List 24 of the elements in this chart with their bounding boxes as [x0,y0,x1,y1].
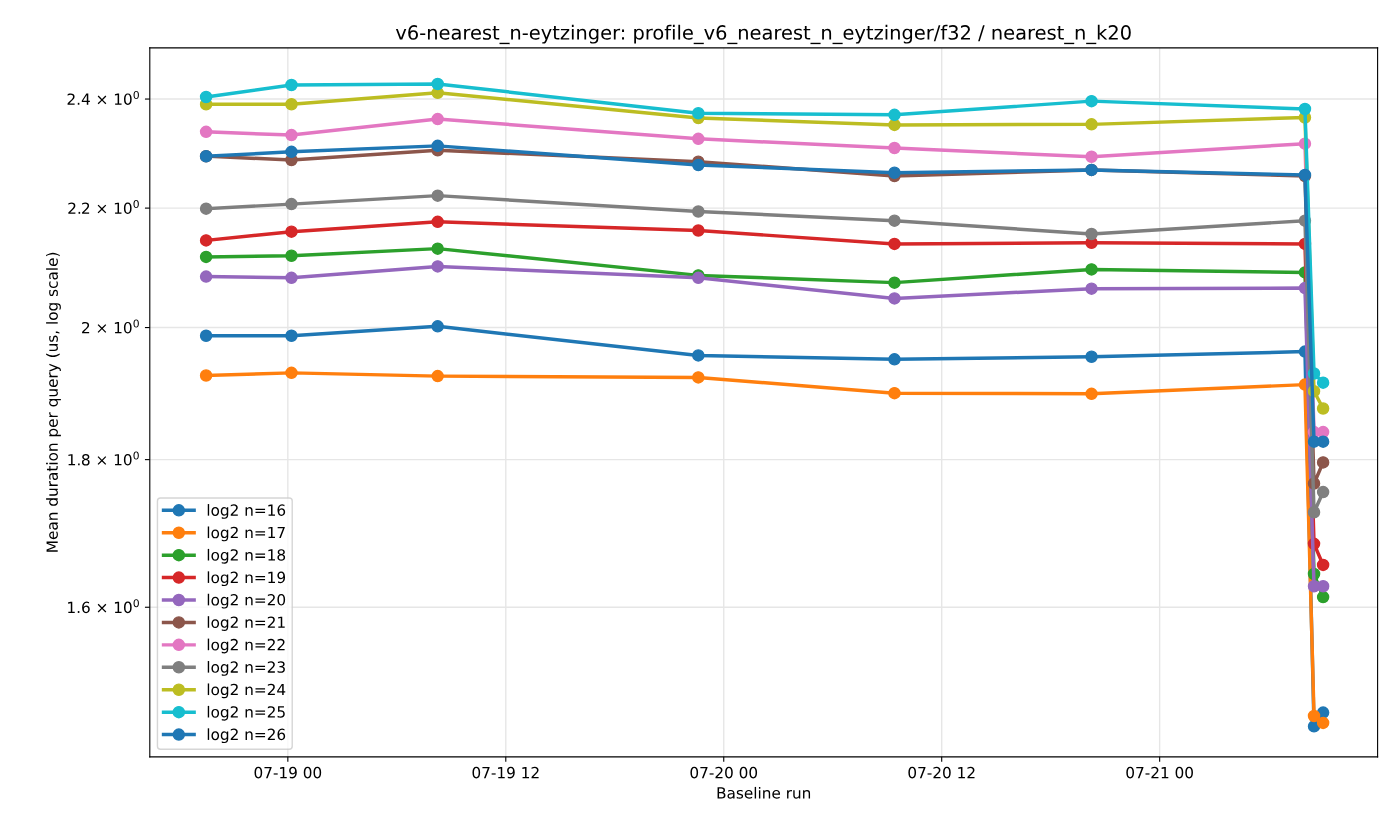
legend-label: log2 n=16 [207,504,286,519]
y-tick-label: 1.6 × 10$^{0}$ [68,599,139,614]
x-tick-label: 07-21 00 [1126,766,1193,779]
y-tick-label: 2.4 × 10$^{0}$ [67,90,139,105]
y-tick-label: 1.8 × 10$^{0}$ [68,451,139,466]
legend-label: log2 n=25 [207,705,285,721]
x-tick-label: 07-20 12 [908,766,975,779]
legend-label: log2 n=17 [207,526,285,542]
y-tick-label: 2.2 × 10$^{0}$ [68,200,139,215]
legend-label: log2 n=20 [207,593,286,609]
legend-label: log2 n=21 [207,616,285,631]
legend-label: log2 n=19 [207,571,286,587]
x-tick-label: 07-19 00 [254,766,322,779]
x-tick-label: 07-19 12 [472,766,539,779]
legend-label: log2 n=18 [207,548,286,564]
x-tick-label: 07-20 00 [690,766,758,779]
legend-label: log2 n=23 [207,661,285,676]
chart-title: v6-nearest_n-eytzinger: profile_v6_nearest_n_eytzinger/f32 / nearest_n_k20 [395,24,1131,45]
y-tick-label: 2 × 10$^{0}$ [82,319,139,334]
y-axis-title: Mean duration per query (us, log scale) [46,252,61,552]
legend-label: log2 n=24 [207,683,286,699]
x-axis-title: Baseline run [717,786,811,799]
legend-label: log2 n=22 [207,638,285,654]
legend-label: log2 n=26 [207,728,286,744]
